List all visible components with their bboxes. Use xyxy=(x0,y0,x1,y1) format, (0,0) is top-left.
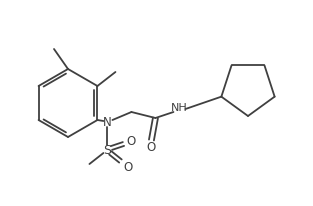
Text: S: S xyxy=(103,144,111,157)
Text: N: N xyxy=(103,116,112,129)
Text: O: O xyxy=(147,140,156,153)
Text: O: O xyxy=(127,135,136,147)
Text: NH: NH xyxy=(171,103,188,113)
Text: O: O xyxy=(124,160,133,173)
